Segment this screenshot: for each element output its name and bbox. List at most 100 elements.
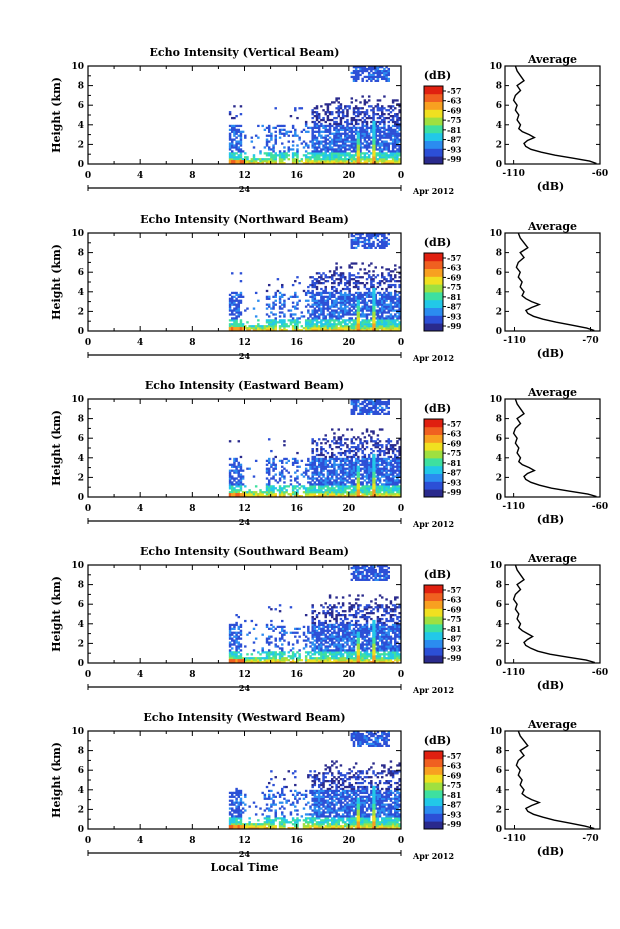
echo-cell xyxy=(296,327,299,330)
echo-cell xyxy=(348,128,351,131)
echo-cell xyxy=(322,463,325,466)
echo-cell xyxy=(270,148,273,151)
echo-cell xyxy=(398,111,401,114)
echo-cell xyxy=(367,274,371,277)
echo-cell xyxy=(396,459,399,463)
echo-cell xyxy=(389,283,393,287)
echo-cell xyxy=(233,126,236,130)
echo-cell xyxy=(281,659,284,662)
echo-column-cell xyxy=(356,148,360,151)
echo-cell xyxy=(254,493,258,496)
echo-cell xyxy=(344,459,347,463)
echo-cell xyxy=(359,473,362,476)
echo-cell xyxy=(278,132,282,135)
echo-cell xyxy=(396,317,399,320)
echo-cell xyxy=(370,477,373,480)
echo-cell xyxy=(341,459,345,463)
echo-cell xyxy=(365,323,369,326)
echo-cell xyxy=(294,291,297,295)
echo-cell xyxy=(331,282,334,285)
echo-cell xyxy=(246,633,249,636)
echo-column-cell xyxy=(356,321,360,324)
echo-cell xyxy=(270,657,273,660)
echo-cell xyxy=(387,116,390,120)
echo-cell xyxy=(370,162,373,164)
echo-cell xyxy=(291,313,295,316)
echo-cell xyxy=(320,453,323,457)
echo-cell xyxy=(339,440,343,443)
echo-cell xyxy=(320,313,323,316)
echo-cell xyxy=(237,625,241,629)
echo-cell xyxy=(278,301,282,304)
echo-cell xyxy=(313,633,317,636)
echo-cell xyxy=(365,459,369,463)
echo-cell xyxy=(231,124,234,128)
echo-column-cell xyxy=(372,321,376,324)
echo-cell xyxy=(311,297,314,300)
echo-cell xyxy=(296,150,299,153)
echo-cell xyxy=(391,128,395,131)
echo-cell xyxy=(385,128,388,131)
echo-cell xyxy=(339,483,343,486)
echo-cell xyxy=(363,113,367,116)
echo-cell xyxy=(359,67,362,71)
echo-cell xyxy=(250,327,254,330)
echo-cell xyxy=(337,438,341,441)
echo-cell xyxy=(341,465,345,468)
echo-cell xyxy=(296,317,299,320)
echo-cell xyxy=(235,477,238,480)
echo-cell xyxy=(361,236,364,240)
echo-cell xyxy=(391,485,395,488)
echo-cell xyxy=(339,459,343,463)
echo-cell xyxy=(335,325,338,328)
echo-cell xyxy=(311,113,314,116)
echo-cell xyxy=(267,481,271,484)
echo-cell xyxy=(376,493,380,496)
echo-cell xyxy=(231,637,234,640)
echo-cell xyxy=(344,132,347,135)
echo-cell xyxy=(304,150,308,153)
echo-cell xyxy=(370,491,373,494)
echo-cell xyxy=(396,315,399,318)
echo-cell xyxy=(331,469,334,472)
echo-cell xyxy=(363,299,367,302)
echo-cell xyxy=(320,134,323,137)
echo-cell xyxy=(346,109,349,112)
echo-cell xyxy=(361,319,364,322)
x-tick-label: 16 xyxy=(290,504,303,514)
echo-cell xyxy=(396,467,399,470)
echo-cell xyxy=(376,69,380,73)
echo-cell xyxy=(281,158,284,161)
echo-cell xyxy=(237,655,241,658)
echo-cell xyxy=(367,242,371,246)
echo-cell xyxy=(363,406,367,410)
echo-cell xyxy=(283,146,286,149)
echo-cell xyxy=(228,651,232,654)
echo-cell xyxy=(372,240,375,244)
echo-cell xyxy=(287,643,291,646)
echo-cell xyxy=(283,639,286,642)
echo-cell xyxy=(398,160,401,163)
echo-cell xyxy=(396,124,399,128)
echo-cell xyxy=(254,315,258,318)
echo-cell xyxy=(376,77,380,81)
echo-cell xyxy=(233,134,236,137)
echo-cell xyxy=(359,291,362,295)
echo-cell xyxy=(287,325,291,328)
echo-cell xyxy=(248,325,251,328)
echo-cell xyxy=(367,467,371,470)
echo-cell xyxy=(398,469,401,472)
echo-cell xyxy=(311,479,314,482)
echo-cell xyxy=(322,481,325,484)
echo-cell xyxy=(398,276,401,279)
echo-cell xyxy=(309,126,312,130)
echo-cell xyxy=(361,146,364,149)
echo-cell xyxy=(328,457,332,461)
echo-cell xyxy=(365,319,369,322)
echo-cell xyxy=(337,148,341,151)
echo-cell xyxy=(341,293,345,297)
echo-cell xyxy=(252,659,256,662)
echo-column-cell xyxy=(372,293,376,297)
average-x-tick-label: -110 xyxy=(502,502,525,512)
echo-cell xyxy=(294,160,297,163)
